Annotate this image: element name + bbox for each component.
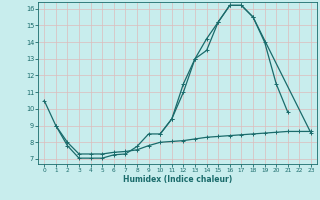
X-axis label: Humidex (Indice chaleur): Humidex (Indice chaleur) bbox=[123, 175, 232, 184]
